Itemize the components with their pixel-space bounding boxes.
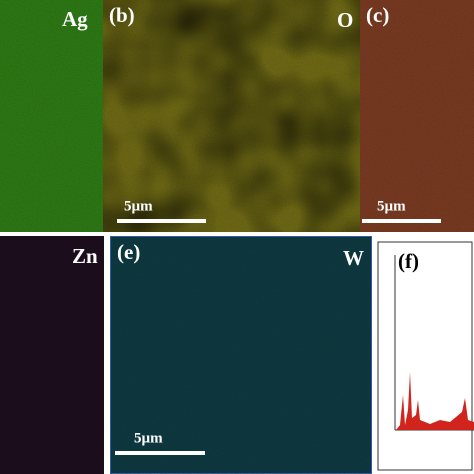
gap xyxy=(0,232,474,236)
spectrum-panel xyxy=(372,236,474,474)
element-label: Ag xyxy=(62,7,88,31)
panel-label: (f) xyxy=(398,249,419,273)
o-map-shade xyxy=(103,0,360,232)
gap xyxy=(104,236,110,474)
element-label: Zn xyxy=(72,244,98,268)
scale-text: 5µm xyxy=(134,430,163,446)
panel-label: (e) xyxy=(117,240,140,264)
spectrum-peaks xyxy=(396,372,474,430)
c-map xyxy=(360,0,474,232)
spectrum-frame xyxy=(377,241,473,471)
element-label: O xyxy=(337,8,353,32)
element-label: W xyxy=(343,246,364,270)
panel-label: (b) xyxy=(109,3,135,27)
scale-text: 5µm xyxy=(124,198,153,214)
ag-map xyxy=(0,0,103,232)
panel-label: (c) xyxy=(366,3,389,27)
w-map xyxy=(109,235,373,474)
scale-text: 5µm xyxy=(377,198,406,214)
zn-map xyxy=(0,236,104,474)
